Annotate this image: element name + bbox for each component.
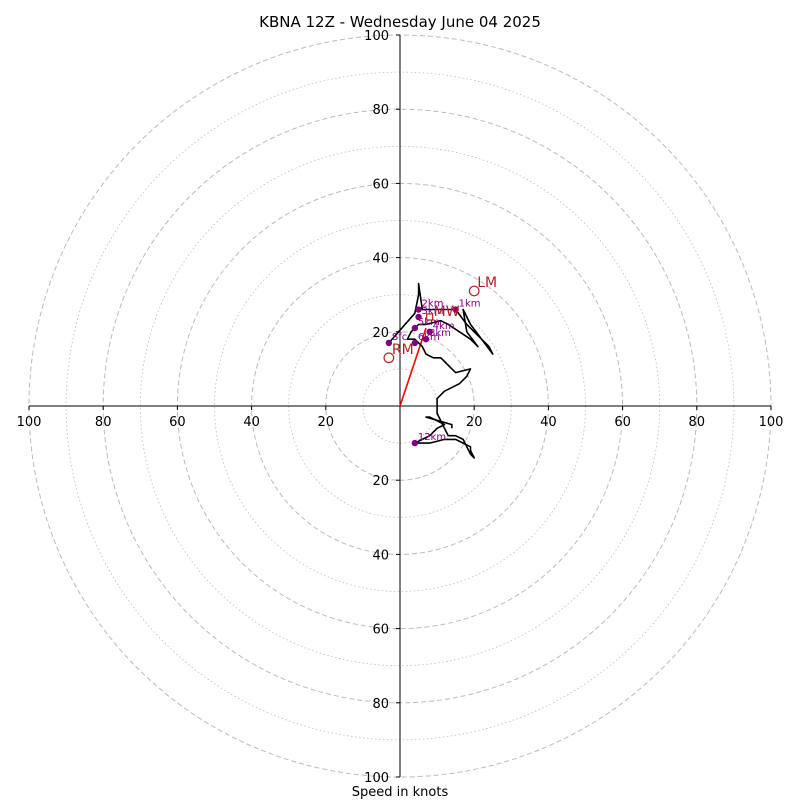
mean-wind-label: MW xyxy=(434,304,460,320)
y-tick-label: 100 xyxy=(364,771,389,786)
height-marker-label: Sfc xyxy=(392,332,407,343)
x-tick-label: 80 xyxy=(689,415,706,430)
height-marker-dot xyxy=(422,336,430,343)
y-tick-label: 40 xyxy=(372,252,389,267)
x-tick-label: 60 xyxy=(169,415,186,430)
storm-motion-label: LM xyxy=(477,275,497,291)
height-marker-dot xyxy=(411,324,419,332)
height-marker-dot xyxy=(452,306,459,313)
y-tick-label: 60 xyxy=(372,177,389,192)
y-tick-label: 40 xyxy=(372,548,389,563)
height-marker-label: 5km xyxy=(418,317,440,328)
y-tick-labels: 100 80 60 40 20 20 40 60 80 100 xyxy=(364,29,400,786)
height-marker-label: 6km xyxy=(418,332,440,343)
y-tick-label: 80 xyxy=(372,103,389,118)
y-tick-label: 80 xyxy=(372,697,389,712)
chart-title: KBNA 12Z - Wednesday June 04 2025 xyxy=(259,13,541,31)
x-tick-label: 40 xyxy=(243,415,260,430)
height-marker-dot xyxy=(415,313,422,321)
y-tick-label: 20 xyxy=(372,474,389,489)
x-axis-label: Speed in knots xyxy=(352,785,449,800)
y-tick-label: 20 xyxy=(372,326,389,341)
x-tick-label: 100 xyxy=(759,415,784,430)
height-marker-label: 8km xyxy=(429,328,451,339)
height-marker-dot xyxy=(411,339,419,347)
height-marker-label: 12km xyxy=(418,432,446,443)
height-marker-dot xyxy=(415,306,422,313)
x-tick-label: 40 xyxy=(540,415,557,430)
hodograph-line xyxy=(388,282,494,459)
x-tick-label: 60 xyxy=(614,415,631,430)
mean-wind-marker xyxy=(426,313,434,321)
shear-vector-line xyxy=(399,327,427,407)
storm-motion-label: RM xyxy=(392,342,414,358)
storm-motion-marker xyxy=(468,285,480,297)
x-tick-label: 20 xyxy=(466,415,483,430)
x-tick-label: 100 xyxy=(17,415,42,430)
x-tick-label: 80 xyxy=(95,415,112,430)
height-marker-label: 1km xyxy=(459,299,481,310)
x-tick-labels: 100 80 60 40 20 20 40 60 80 100 xyxy=(17,406,784,430)
height-marker-label: 4km xyxy=(433,321,455,332)
shear-vector xyxy=(399,327,427,407)
height-marker-dot xyxy=(426,328,433,335)
height-marker-label: 3km xyxy=(422,306,444,317)
height-marker-dot xyxy=(385,339,393,347)
storm-motion-markers: LM RM MW xyxy=(383,275,497,364)
height-marker-dot xyxy=(411,439,419,447)
height-marker-label: 2km xyxy=(422,299,444,310)
storm-motion-marker xyxy=(383,352,395,364)
y-tick-label: 60 xyxy=(372,623,389,638)
hodograph-trace xyxy=(388,282,494,459)
x-tick-label: 20 xyxy=(318,415,335,430)
y-tick-label: 100 xyxy=(364,29,389,44)
